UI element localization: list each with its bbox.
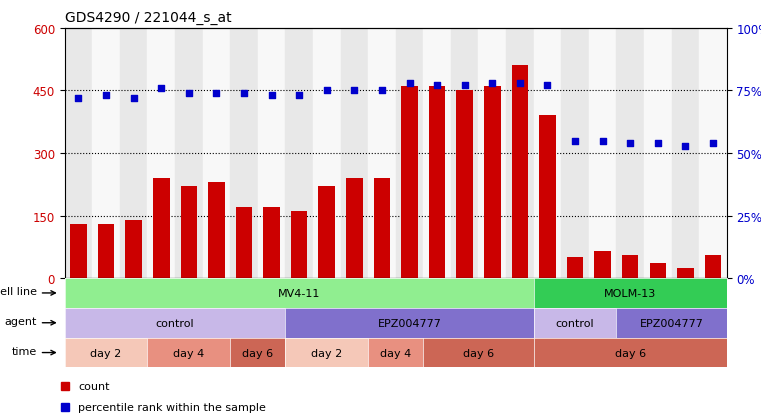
Text: MV4-11: MV4-11 — [278, 288, 320, 298]
Point — [486, 81, 498, 87]
Bar — [616, 29, 644, 278]
Text: cell line: cell line — [0, 287, 37, 297]
Bar — [230, 29, 258, 278]
Text: control: control — [156, 318, 194, 328]
Point — [597, 138, 609, 145]
Bar — [567, 258, 584, 278]
Bar — [92, 29, 120, 278]
Bar — [699, 29, 727, 278]
Text: day 6: day 6 — [242, 348, 273, 358]
Point — [431, 83, 443, 90]
Bar — [209, 183, 224, 278]
Bar — [120, 29, 148, 278]
Bar — [589, 29, 616, 278]
Bar — [65, 29, 92, 278]
Point — [403, 81, 416, 87]
Point — [238, 90, 250, 97]
Point — [459, 83, 471, 90]
Text: day 2: day 2 — [91, 348, 122, 358]
Bar — [677, 268, 694, 278]
Point — [128, 95, 140, 102]
Point — [541, 83, 553, 90]
Point — [569, 138, 581, 145]
Bar — [148, 29, 175, 278]
Bar — [401, 87, 418, 278]
Bar — [622, 256, 638, 278]
Bar — [346, 178, 362, 278]
Text: day 4: day 4 — [380, 348, 412, 358]
Bar — [263, 208, 280, 278]
Text: day 4: day 4 — [174, 348, 205, 358]
Bar — [126, 220, 142, 278]
Bar — [457, 91, 473, 278]
Bar — [202, 29, 230, 278]
Point — [183, 90, 195, 97]
Text: percentile rank within the sample: percentile rank within the sample — [78, 402, 266, 412]
Text: EPZ004777: EPZ004777 — [640, 318, 703, 328]
Point — [72, 95, 84, 102]
Point — [514, 81, 526, 87]
Text: control: control — [556, 318, 594, 328]
Point — [100, 93, 112, 100]
Bar — [423, 29, 451, 278]
Point — [210, 90, 222, 97]
Text: GDS4290 / 221044_s_at: GDS4290 / 221044_s_at — [65, 11, 231, 25]
Bar — [236, 208, 252, 278]
Bar — [533, 29, 561, 278]
Bar — [285, 29, 313, 278]
Point — [155, 85, 167, 92]
Bar — [671, 29, 699, 278]
Bar — [429, 87, 445, 278]
Point — [624, 140, 636, 147]
Text: MOLM-13: MOLM-13 — [604, 288, 656, 298]
Bar — [368, 29, 396, 278]
Bar — [484, 87, 501, 278]
Bar — [644, 29, 671, 278]
Bar — [70, 224, 87, 278]
Point — [349, 88, 361, 95]
Point — [266, 93, 278, 100]
Bar — [180, 187, 197, 278]
Text: EPZ004777: EPZ004777 — [377, 318, 441, 328]
Text: agent: agent — [4, 316, 37, 326]
Bar — [511, 66, 528, 278]
Bar — [341, 29, 368, 278]
Point — [680, 143, 692, 150]
Bar — [479, 29, 506, 278]
Text: time: time — [11, 346, 37, 356]
Bar — [649, 264, 666, 278]
Bar — [153, 178, 170, 278]
Point — [707, 140, 719, 147]
Bar — [313, 29, 340, 278]
Bar — [705, 256, 721, 278]
Bar — [539, 116, 556, 278]
Point — [293, 93, 305, 100]
Bar — [451, 29, 479, 278]
Point — [651, 140, 664, 147]
Text: day 2: day 2 — [311, 348, 342, 358]
Text: day 6: day 6 — [615, 348, 646, 358]
Text: count: count — [78, 381, 110, 391]
Point — [376, 88, 388, 95]
Bar — [291, 212, 307, 278]
Bar — [97, 224, 114, 278]
Bar — [374, 178, 390, 278]
Bar — [594, 252, 611, 278]
Text: day 6: day 6 — [463, 348, 494, 358]
Point — [320, 88, 333, 95]
Bar — [506, 29, 533, 278]
Bar — [258, 29, 285, 278]
Bar — [561, 29, 589, 278]
Bar — [175, 29, 202, 278]
Bar — [318, 187, 335, 278]
Bar — [396, 29, 423, 278]
